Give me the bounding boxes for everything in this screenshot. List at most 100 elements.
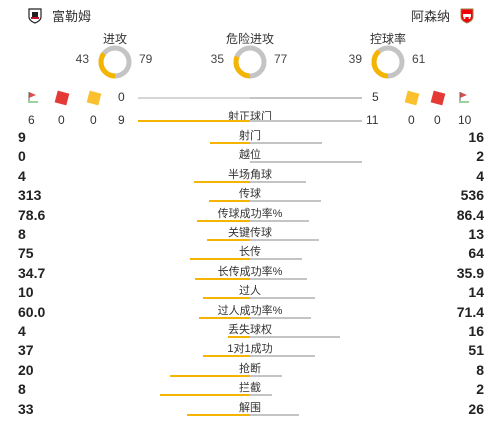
stat-away-bar — [250, 413, 300, 416]
stat-row: 4 半场角球 4 — [0, 166, 500, 186]
stat-label: 过人成功率% — [217, 304, 283, 317]
stat-away-value: 536 — [460, 187, 484, 204]
home-team-name: 富勒姆 — [52, 9, 92, 24]
stat-home-value: 33 — [18, 400, 34, 417]
stat-home-bar — [160, 394, 250, 397]
stat-row: 33 解围 26 — [0, 399, 500, 419]
yellow-card-icon — [86, 90, 102, 106]
stat-row: 8 关键传球 13 — [0, 224, 500, 244]
stat-home-value: 78.6 — [18, 206, 46, 223]
stat-away-value: 71.4 — [456, 303, 484, 320]
ring-away-value: 79 — [139, 52, 153, 66]
shots-off-target-home-bar — [138, 120, 250, 122]
away-yellow-cards-count: 0 — [408, 113, 415, 127]
stat-home-bar — [227, 336, 250, 338]
stat-away-bar — [250, 374, 282, 377]
ring-home-value: 43 — [75, 52, 89, 66]
stat-row: 9 射门 16 — [0, 127, 500, 147]
ring-stat: 危险进攻 35 77 — [180, 30, 320, 80]
red-card-icon — [54, 90, 70, 106]
ring-stat-label: 控球率 — [369, 32, 406, 46]
ring-away-value: 77 — [274, 52, 288, 66]
stat-home-bar — [187, 413, 250, 416]
stat-home-value: 37 — [18, 342, 34, 359]
ring-chart — [233, 45, 267, 79]
cards-and-shots: 0 5 射正球门 6 0 0 9 11 0 0 10 — [0, 86, 500, 127]
ring-home-value: 35 — [210, 52, 224, 66]
stat-row: 0 越位 2 — [0, 146, 500, 166]
stat-home-value: 4 — [18, 167, 26, 184]
corner-flag-icon — [28, 92, 38, 103]
stat-home-bar — [207, 239, 250, 241]
away-shots-on-target-count: 5 — [372, 90, 379, 104]
stat-away-bar — [250, 316, 311, 319]
stat-label: 长传 — [239, 246, 261, 259]
stat-away-bar — [250, 142, 322, 144]
stat-away-bar — [250, 394, 273, 397]
stat-away-value: 26 — [468, 400, 484, 417]
stat-away-bar — [250, 239, 320, 241]
ring-stats: 进攻 43 79 危险进攻 35 77 控球率 39 61 — [0, 30, 500, 80]
stat-away-value: 13 — [468, 226, 484, 242]
stat-row: 10 过人 14 — [0, 282, 500, 302]
ring-stat-label: 进攻 — [102, 32, 127, 46]
stat-label: 半场角球 — [228, 168, 272, 181]
stat-away-value: 4 — [476, 167, 484, 184]
stat-away-bar — [250, 180, 306, 183]
stat-home-value: 10 — [18, 284, 34, 301]
ring-stat: 进攻 43 79 — [45, 30, 185, 80]
stat-home-bar — [170, 374, 250, 377]
ring-stat-label: 危险进攻 — [225, 32, 274, 46]
ring-home-arc — [98, 45, 132, 79]
stat-label: 越位 — [239, 149, 261, 162]
stat-row: 34.7 长传成功率% 35.9 — [0, 263, 500, 283]
stat-home-value: 60.0 — [18, 303, 46, 320]
stat-home-value: 20 — [18, 361, 34, 378]
corner-flag-icon — [459, 92, 469, 103]
stat-away-bar — [250, 297, 316, 300]
stat-away-bar — [250, 219, 309, 222]
home-team[interactable]: 富勒姆 — [28, 6, 91, 25]
stat-label: 长传成功率% — [217, 265, 283, 278]
away-red-cards-count: 0 — [434, 113, 441, 127]
stat-away-bar — [250, 355, 315, 358]
match-header: 富勒姆 阿森纳 — [0, 0, 500, 30]
away-team[interactable]: 阿森纳 — [411, 6, 474, 25]
away-shots-off-target-count: 11 — [366, 113, 379, 127]
stat-label: 解围 — [239, 401, 261, 414]
ring-away-value: 61 — [412, 52, 426, 66]
stat-label: 传球 — [239, 188, 261, 201]
home-shots-off-target-count: 9 — [118, 113, 125, 127]
stat-home-bar — [194, 277, 250, 280]
ring-stat: 控球率 39 61 — [318, 30, 458, 80]
stat-away-bar — [250, 336, 340, 338]
ring-home-value: 39 — [348, 52, 362, 66]
stat-home-value: 313 — [18, 187, 42, 204]
stat-home-bar — [209, 142, 250, 144]
stat-row: 4 丢失球权 16 — [0, 321, 500, 341]
stat-home-value: 0 — [18, 148, 26, 165]
stat-away-value: 64 — [468, 245, 484, 262]
stat-away-bar — [250, 277, 307, 280]
ring-chart — [98, 45, 132, 79]
stat-row: 313 传球 536 — [0, 185, 500, 205]
stat-away-value: 51 — [468, 342, 484, 359]
stat-home-value: 8 — [18, 381, 26, 398]
home-yellow-cards-count: 0 — [90, 113, 97, 127]
stat-away-value: 2 — [476, 148, 484, 165]
arsenal-badge-icon — [460, 8, 474, 24]
fulham-badge-icon — [28, 7, 42, 24]
stat-away-value: 16 — [468, 323, 484, 339]
stat-row: 8 拦截 2 — [0, 379, 500, 399]
red-card-icon — [430, 90, 446, 106]
stat-away-bar — [250, 258, 302, 261]
stat-row: 78.6 传球成功率% 86.4 — [0, 205, 500, 225]
stat-row: 20 抢断 8 — [0, 360, 500, 380]
away-corners-count: 10 — [458, 113, 472, 127]
stat-label: 射门 — [239, 130, 261, 142]
home-red-cards-count: 0 — [58, 113, 65, 127]
stat-away-bar — [250, 161, 362, 164]
stat-away-value: 16 — [468, 129, 484, 145]
stat-home-value: 75 — [18, 245, 34, 262]
shots-off-target-away-bar — [250, 120, 362, 122]
